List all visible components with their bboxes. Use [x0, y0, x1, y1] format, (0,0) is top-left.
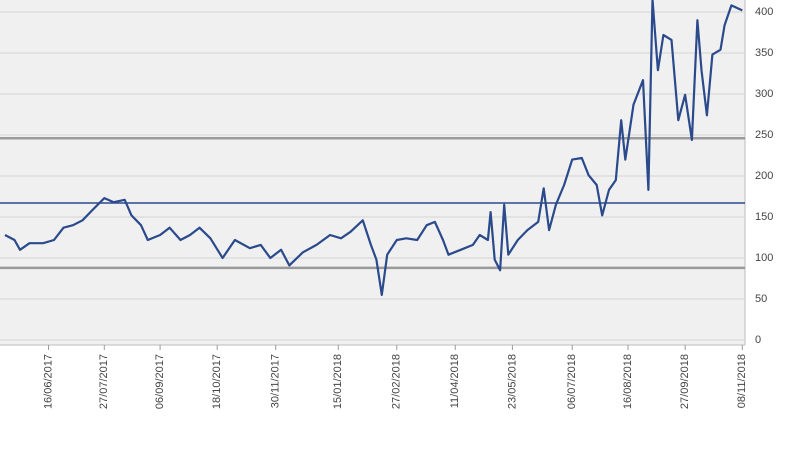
x-tick-label: 23/05/2018 [506, 354, 518, 409]
y-tick-label: 250 [755, 129, 773, 141]
x-tick-label: 16/06/2017 [42, 354, 54, 409]
y-tick-label: 350 [755, 47, 773, 59]
line [4, 0, 743, 296]
x-tick-label: 27/02/2018 [391, 354, 403, 409]
y-tick-label: 400 [755, 6, 773, 18]
x-tick-label: 15/01/2018 [332, 354, 344, 409]
x-tick-label: 06/09/2017 [154, 354, 166, 409]
y-tick-label: 300 [755, 88, 773, 100]
y-tick-label: 100 [755, 252, 773, 264]
x-tick-label: 16/08/2018 [622, 354, 634, 409]
x-tick-label: 30/11/2017 [270, 354, 282, 408]
plot-area [0, 0, 745, 345]
x-tick-label: 27/09/2018 [679, 354, 691, 409]
x-tick-label: 18/10/2017 [211, 354, 223, 409]
y-tick-label: 200 [755, 170, 773, 182]
x-tick-label: 08/11/2018 [736, 354, 748, 408]
y-tick-label: 150 [755, 211, 773, 223]
x-tick-label: 06/07/2018 [566, 354, 578, 409]
y-tick-label: 0 [755, 334, 761, 346]
y-tick-label: 50 [755, 293, 767, 305]
x-tick-label: 27/07/2017 [98, 354, 110, 409]
x-tick-label: 11/04/2018 [449, 354, 461, 408]
